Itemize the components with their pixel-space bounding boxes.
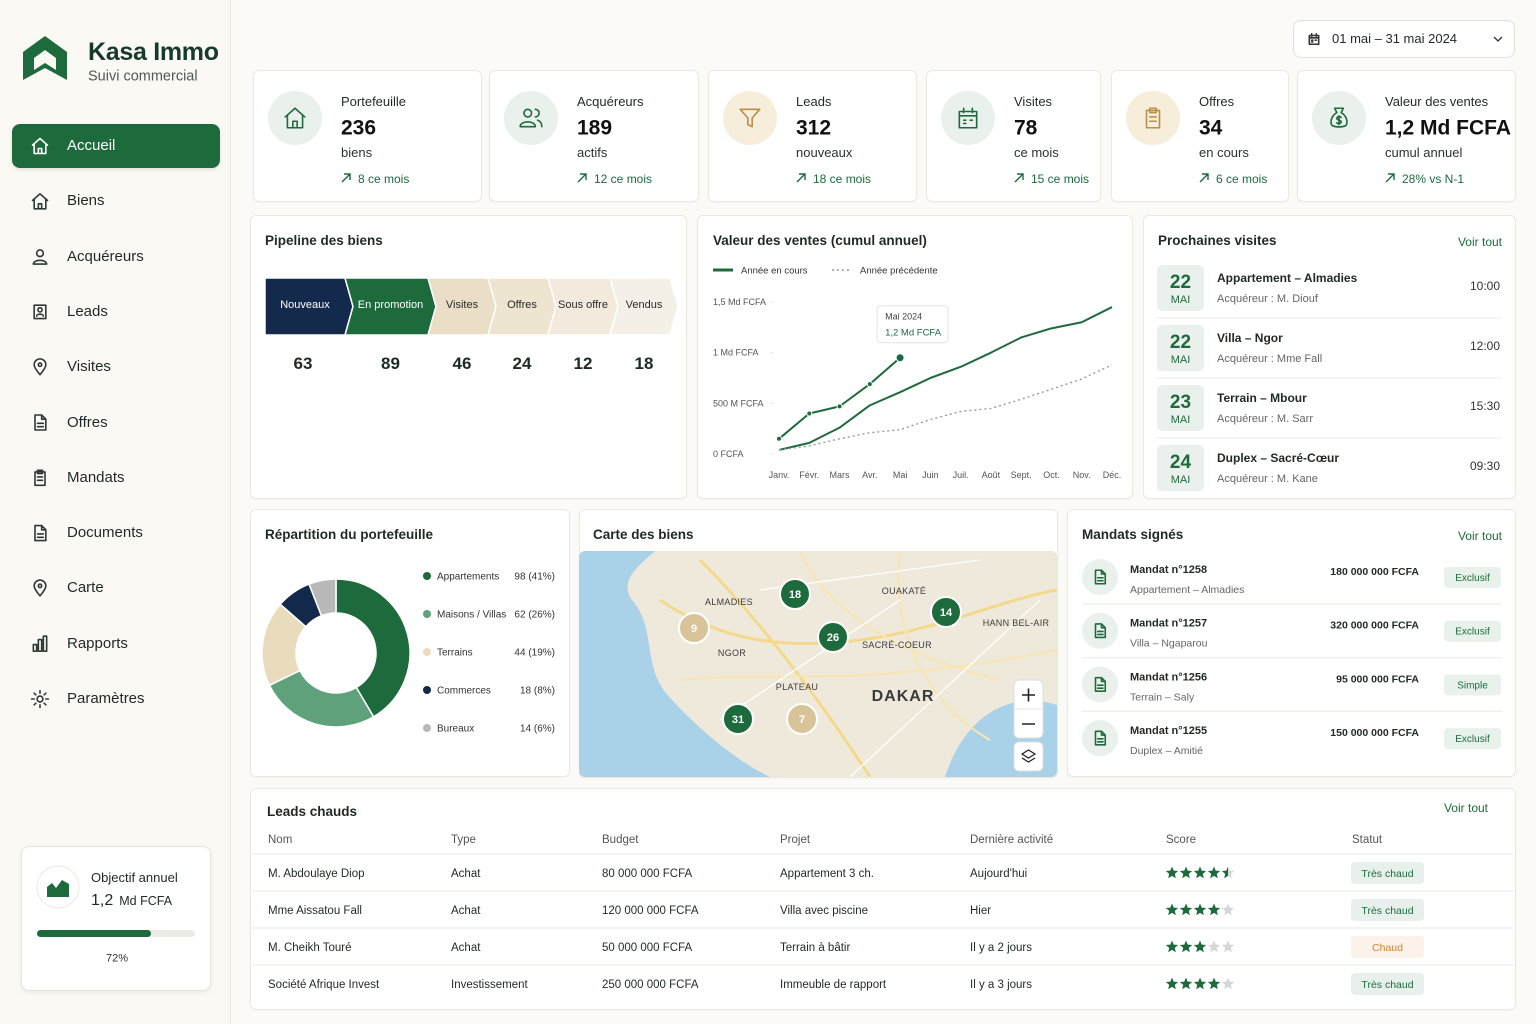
nav-item[interactable]: Paramètres <box>12 677 220 721</box>
nav-label: Visites <box>67 358 111 376</box>
panel-title: Mandats signés <box>1082 526 1184 542</box>
goal-card: Objectif annuel 1,2 Md FCFA 72% <box>21 846 211 991</box>
nav-item[interactable]: Acquéreurs <box>12 235 220 279</box>
goal-value-row: 1,2 Md FCFA <box>91 892 172 910</box>
brand-name: Kasa Immo <box>88 38 219 66</box>
panel-title: Leads chauds <box>267 803 358 819</box>
kpi-value: 78 <box>1014 116 1038 140</box>
kpi-value: 1,2 Md FCFA <box>1385 116 1512 140</box>
nav-item[interactable]: Mandats <box>12 456 220 500</box>
kpi-value: 312 <box>796 116 832 140</box>
kpi-label: Offres <box>1199 94 1235 110</box>
link[interactable]: Voir tout <box>1457 528 1502 543</box>
portfolio-panel: Répartition du portefeuille <box>250 509 570 777</box>
date-picker[interactable]: 01 mai – 31 mai 2024 <box>1293 20 1515 58</box>
nav-label: Rapports <box>67 634 128 652</box>
kpi-card: Visites 78 ce mois 15 ce mois <box>926 70 1101 202</box>
nav-item[interactable]: Documents <box>12 511 220 555</box>
link[interactable]: Voir tout <box>1457 234 1502 249</box>
kpi-card: Acquéreurs 189 actifs 12 ce mois <box>489 70 699 202</box>
goal-progress-label: 72% <box>105 952 129 965</box>
kpi-value: 236 <box>341 116 377 140</box>
nav-label: Mandats <box>67 468 125 486</box>
kpi-label: Valeur des ventes <box>1385 94 1489 110</box>
nav-item[interactable]: Visites <box>12 345 220 389</box>
panel-title: Carte des biens <box>593 526 694 542</box>
kpi-value: 34 <box>1199 116 1223 140</box>
kpi-trend: 8 ce mois <box>358 171 410 186</box>
kpi-unit: nouveaux <box>796 145 853 161</box>
kpi-card: Valeur des ventes 1,2 Md FCFA cumul annuel… <box>1297 70 1516 202</box>
kpi-card: Offres 34 en cours 6 ce mois <box>1111 70 1289 202</box>
kpi-trend: 18 ce mois <box>813 171 872 186</box>
sales-panel: Valeur des ventes (cumul annuel) <box>697 215 1133 499</box>
nav-item[interactable]: Accueil <box>12 124 220 168</box>
date-range: 01 mai – 31 mai 2024 <box>1332 31 1458 47</box>
kpi-label: Portefeuille <box>341 94 407 110</box>
panel-title: Pipeline des biens <box>265 232 383 248</box>
nav-label: Biens <box>67 192 105 210</box>
leads-panel: Leads chauds Voir tout <box>250 788 1516 1010</box>
nav-label: Acquéreurs <box>67 247 144 265</box>
kpi-label: Acquéreurs <box>577 94 644 110</box>
nav-label: Leads <box>67 302 108 320</box>
goal-value: 1,2 <box>91 892 114 909</box>
nav-label: Accueil <box>67 137 116 154</box>
nav-label: Carte <box>67 579 104 597</box>
kpi-trend: 15 ce mois <box>1031 171 1090 186</box>
nav-item[interactable]: Biens <box>12 179 220 223</box>
kpi-unit: actifs <box>577 145 608 161</box>
kpi-unit: biens <box>341 145 373 161</box>
kpi-trend: 6 ce mois <box>1216 171 1268 186</box>
kpi-card: Leads 312 nouveaux 18 ce mois <box>708 70 917 202</box>
visits-panel: Prochaines visites Voir tout <box>1143 215 1516 499</box>
pipeline-panel: Pipeline des biens <box>250 215 687 499</box>
kpi-trend: 12 ce mois <box>594 171 653 186</box>
nav-item[interactable]: Offres <box>12 401 220 445</box>
kpi-card: Portefeuille 236 biens 8 ce mois <box>253 70 482 202</box>
panel-title: Prochaines visites <box>1158 232 1277 248</box>
map-panel: Carte des biens <box>579 509 1058 778</box>
nav-item[interactable]: Rapports <box>12 622 220 666</box>
kpi-unit: cumul annuel <box>1385 145 1463 161</box>
kpi-label: Leads <box>796 94 832 110</box>
panel-title: Répartition du portefeuille <box>265 526 434 542</box>
nav-item[interactable]: Carte <box>12 566 220 610</box>
kpi-unit: ce mois <box>1014 145 1059 161</box>
goal-title: Objectif annuel <box>91 870 178 886</box>
brand-tagline: Suivi commercial <box>88 68 198 85</box>
kpi-value: 189 <box>577 116 613 140</box>
nav-label: Documents <box>67 524 143 542</box>
goal-fill <box>37 930 151 937</box>
nav-label: Paramètres <box>67 690 145 707</box>
kpi-label: Visites <box>1014 94 1053 110</box>
panel-title: Valeur des ventes (cumul annuel) <box>713 232 927 248</box>
link[interactable]: Voir tout <box>1443 800 1488 815</box>
kpi-unit: en cours <box>1199 145 1249 161</box>
nav-item[interactable]: Leads <box>12 290 220 334</box>
nav-label: Offres <box>67 413 108 431</box>
kpi-trend: 28% vs N-1 <box>1402 171 1465 186</box>
goal-unit: Md FCFA <box>119 894 173 908</box>
mandates-panel: Mandats signés Voir tout <box>1067 509 1516 777</box>
